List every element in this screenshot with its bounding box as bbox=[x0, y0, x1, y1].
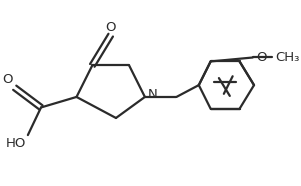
Text: HO: HO bbox=[6, 137, 26, 150]
Text: O: O bbox=[105, 21, 116, 34]
Text: N: N bbox=[148, 88, 158, 101]
Text: O: O bbox=[256, 51, 266, 64]
Text: CH₃: CH₃ bbox=[276, 51, 300, 64]
Text: O: O bbox=[2, 73, 13, 86]
